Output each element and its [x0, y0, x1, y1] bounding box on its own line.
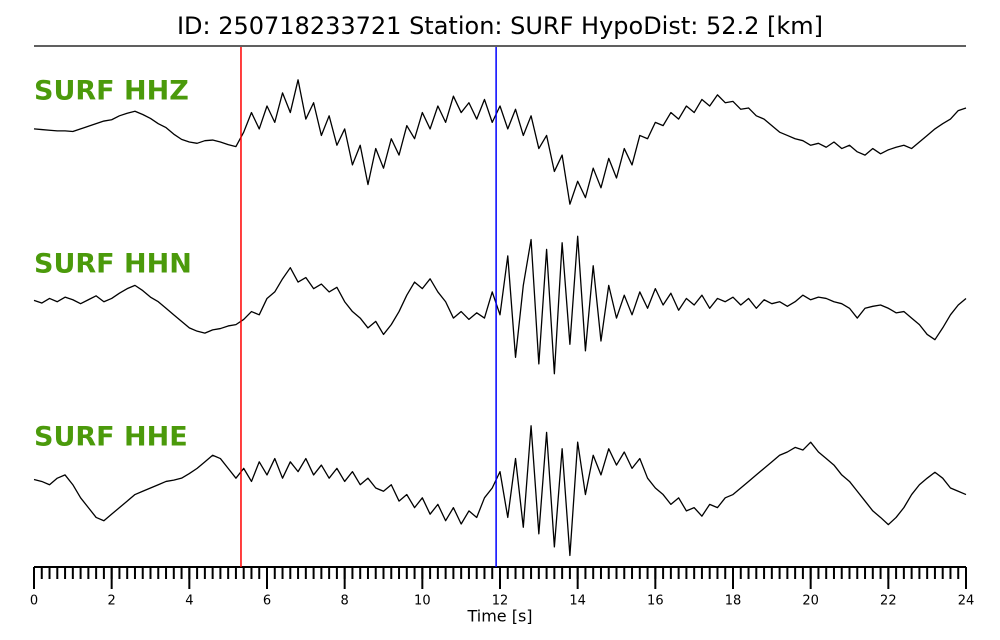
x-tick-label: 12: [492, 594, 509, 609]
waveform: [33, 425, 967, 557]
channel-label: SURF HHZ: [34, 76, 189, 107]
x-tick-label: 6: [263, 594, 271, 609]
x-tick-label: 8: [341, 594, 349, 609]
channel-label: SURF HHN: [34, 249, 192, 280]
waveform: [33, 235, 967, 375]
x-axis-label: Time [s]: [466, 607, 532, 626]
x-tick-label: 22: [880, 594, 897, 609]
channel-label: SURF HHE: [34, 422, 188, 453]
x-tick-label: 4: [185, 594, 193, 609]
waveform: [33, 79, 967, 205]
chart-title: ID: 250718233721 Station: SURF HypoDist:…: [177, 12, 823, 40]
x-tick-label: 20: [802, 594, 819, 609]
x-tick-label: 18: [725, 594, 742, 609]
x-tick-label: 24: [958, 594, 975, 609]
x-tick-label: 10: [414, 594, 431, 609]
x-tick-label: 16: [647, 594, 664, 609]
x-tick-label: 2: [108, 594, 116, 609]
x-tick-label: 14: [569, 594, 586, 609]
x-tick-label: 0: [30, 594, 38, 609]
